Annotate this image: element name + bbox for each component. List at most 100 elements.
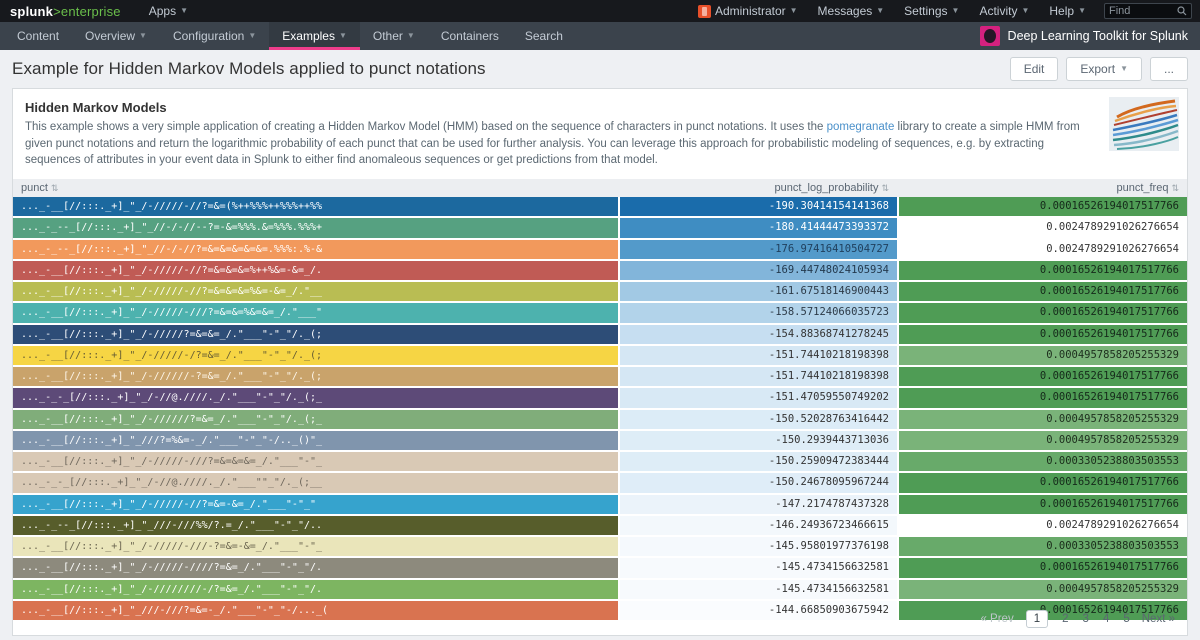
punct-log-probability-cell[interactable]: -145.95801977376198 (620, 537, 897, 558)
nav-item-label: Containers (441, 29, 499, 43)
punct-freq-cell[interactable]: 0.0024789291026276654 (899, 516, 1187, 537)
punct-freq-cell[interactable]: 0.00016526194017517766 (899, 388, 1187, 409)
punct-log-probability-cell[interactable]: -190.30414154141368 (620, 197, 897, 218)
nav-item-other[interactable]: Other▼ (360, 22, 428, 50)
punct-log-probability-cell[interactable]: -161.67518146900443 (620, 282, 897, 303)
punct-log-probability-cell[interactable]: -150.24678095967244 (620, 473, 897, 494)
punct-log-probability-cell[interactable]: -154.88368741278245 (620, 325, 897, 346)
punct-log-probability-cell[interactable]: -145.4734156632581 (620, 580, 897, 601)
punct-cell[interactable]: ..._-__[//:::._+]_"_/-/////-/?=&=_/."___… (13, 346, 618, 367)
settings-menu[interactable]: Settings▼ (894, 0, 969, 22)
find-search-box[interactable] (1104, 3, 1192, 19)
punct-cell[interactable]: ..._-__[//:::._+]_"_///-///?=&=-_/."___"… (13, 601, 618, 622)
punct-log-probability-cell[interactable]: -150.25909472383444 (620, 452, 897, 473)
punct-cell[interactable]: ..._-_--_[//:::._+]_"_//-/-//?=&=&=&=&=&… (13, 240, 618, 261)
punct-cell[interactable]: ..._-__[//:::._+]_"_/-/////-//?=&=(%++%%… (13, 197, 618, 218)
punct-log-probability-cell[interactable]: -147.2174787437328 (620, 495, 897, 516)
nav-item-examples[interactable]: Examples▼ (269, 22, 360, 50)
punct-freq-cell[interactable]: 0.0024789291026276654 (899, 218, 1187, 239)
punct-freq-cell[interactable]: 0.00016526194017517766 (899, 367, 1187, 388)
punct-cell[interactable]: ..._-__[//:::._+]_"_/-//////-?=&=_/."___… (13, 367, 618, 388)
punct-log-probability-cell[interactable]: -145.4734156632581 (620, 558, 897, 579)
apps-menu[interactable]: Apps ▼ (139, 0, 198, 22)
punct-log-probability-cell[interactable]: -169.44748024105934 (620, 261, 897, 282)
more-options-button[interactable]: ... (1150, 57, 1188, 81)
punct-freq-cell[interactable]: 0.00016526194017517766 (899, 473, 1187, 494)
punct-cell[interactable]: ..._-__[//:::._+]_"_/-/////-///-?=&=-&=_… (13, 537, 618, 558)
apps-menu-label: Apps (149, 4, 176, 18)
punct-freq-cell[interactable]: 0.0004957858205255329 (899, 346, 1187, 367)
punct-freq-cell[interactable]: 0.00016526194017517766 (899, 197, 1187, 218)
column-header-punct-freq[interactable]: punct_freq⇅ (897, 179, 1187, 197)
nav-item-overview[interactable]: Overview▼ (72, 22, 160, 50)
pagination-page-2[interactable]: 2 (1062, 613, 1068, 625)
punct-freq-cell[interactable]: 0.0004957858205255329 (899, 431, 1187, 452)
nav-item-search[interactable]: Search (512, 22, 576, 50)
export-button[interactable]: Export▼ (1066, 57, 1142, 81)
administrator-menu[interactable]: Administrator▼ (688, 0, 808, 22)
punct-cell[interactable]: ..._-__[//:::._+]_"_/-/////?=&=&=_/."___… (13, 325, 618, 346)
punct-cell[interactable]: ..._-__[//:::._+]_"_///?=%&=-_/."___"-"_… (13, 431, 618, 452)
punct-log-probability-cell[interactable]: -150.52028763416442 (620, 410, 897, 431)
punct-log-probability-cell[interactable]: -151.47059550749202 (620, 388, 897, 409)
sort-icon: ⇅ (51, 183, 59, 193)
punct-cell[interactable]: ..._-__[//:::._+]_"_/-/////-//?=&=&=&=%+… (13, 261, 618, 282)
splunk-logo[interactable]: splunk>enterprise (10, 4, 121, 19)
table-row: ..._-__[//:::._+]_"_///?=%&=-_/."___"-"_… (13, 431, 1187, 452)
punct-freq-cell[interactable]: 0.00016526194017517766 (899, 325, 1187, 346)
activity-menu[interactable]: Activity▼ (969, 0, 1039, 22)
punct-log-probability-cell[interactable]: -176.97416410504727 (620, 240, 897, 261)
table-row: ..._-__[//:::._+]_"_/-//////-?=&=_/."___… (13, 367, 1187, 388)
punct-cell[interactable]: ..._-__[//:::._+]_"_/-//////?=&=_/."___"… (13, 410, 618, 431)
punct-cell[interactable]: ..._-__[//:::._+]_"_/-/////-///?=&=&=&=_… (13, 452, 618, 473)
punct-cell[interactable]: ..._-__[//:::._+]_"_/-////////-/?=&=_/."… (13, 580, 618, 601)
pagination-page-3[interactable]: 3 (1083, 613, 1089, 625)
table-row: ..._-__[//:::._+]_"_/-/////-//?=&=-&=_/.… (13, 495, 1187, 516)
punct-cell[interactable]: ..._-__[//:::._+]_"_/-/////-////?=&=_/."… (13, 558, 618, 579)
chevron-down-icon: ▼ (407, 32, 415, 40)
pagination-page-5[interactable]: 5 (1123, 613, 1129, 625)
edit-button-label: Edit (1024, 62, 1045, 76)
find-search-input[interactable] (1109, 5, 1177, 17)
nav-item-configuration[interactable]: Configuration▼ (160, 22, 269, 50)
punct-log-probability-cell[interactable]: -158.57124066035723 (620, 303, 897, 324)
punct-freq-cell[interactable]: 0.0024789291026276654 (899, 240, 1187, 261)
punct-cell[interactable]: ..._-_--_[//:::._+]_"_//-/-//--?=-&=%%%.… (13, 218, 618, 239)
punct-freq-cell[interactable]: 0.0004957858205255329 (899, 410, 1187, 431)
pagination-next[interactable]: Next » (1142, 613, 1175, 625)
punct-cell[interactable]: ..._-__[//:::._+]_"_/-/////-//?=&=&=&=%&… (13, 282, 618, 303)
nav-item-label: Content (17, 29, 59, 43)
punct-freq-cell[interactable]: 0.00016526194017517766 (899, 495, 1187, 516)
punct-freq-cell[interactable]: 0.00016526194017517766 (899, 282, 1187, 303)
punct-freq-cell[interactable]: 0.00016526194017517766 (899, 303, 1187, 324)
punct-cell[interactable]: ..._-_-_[//:::._+]_"_/-//@.////._/."___"… (13, 473, 618, 494)
nav-item-containers[interactable]: Containers (428, 22, 512, 50)
punct-freq-cell[interactable]: 0.0003305238803503553 (899, 452, 1187, 473)
punct-log-probability-cell[interactable]: -144.66850903675942 (620, 601, 897, 622)
pagination-page-1[interactable]: 1 (1026, 610, 1048, 628)
pomegranate-link[interactable]: pomegranate (827, 121, 895, 133)
pagination-page-4[interactable]: 4 (1103, 613, 1109, 625)
punct-cell[interactable]: ..._-_--_[//:::._+]_"_///-///%%/?.=_/."_… (13, 516, 618, 537)
punct-freq-cell[interactable]: 0.0003305238803503553 (899, 537, 1187, 558)
help-menu[interactable]: Help▼ (1039, 0, 1096, 22)
messages-menu[interactable]: Messages▼ (808, 0, 895, 22)
punct-cell[interactable]: ..._-_-_[//:::._+]_"_/-//@.////._/."___"… (13, 388, 618, 409)
punct-freq-cell[interactable]: 0.00016526194017517766 (899, 261, 1187, 282)
punct-log-probability-cell[interactable]: -146.24936723466615 (620, 516, 897, 537)
table-row: ..._-_--_[//:::._+]_"_//-/-//?=&=&=&=&=&… (13, 240, 1187, 261)
table-row: ..._-__[//:::._+]_"_/-/////-///-?=&=-&=_… (13, 537, 1187, 558)
punct-log-probability-cell[interactable]: -151.74410218198398 (620, 346, 897, 367)
punct-freq-cell[interactable]: 0.00016526194017517766 (899, 558, 1187, 579)
punct-log-probability-cell[interactable]: -150.2939443713036 (620, 431, 897, 452)
nav-item-content[interactable]: Content (4, 22, 72, 50)
punct-cell[interactable]: ..._-__[//:::._+]_"_/-/////-///?=&=&=%&=… (13, 303, 618, 324)
column-header-punct-log-probability[interactable]: punct_log_probability⇅ (618, 179, 897, 197)
punct-log-probability-cell[interactable]: -151.74410218198398 (620, 367, 897, 388)
punct-log-probability-cell[interactable]: -180.41444473393372 (620, 218, 897, 239)
chevron-down-icon: ▼ (1021, 7, 1029, 15)
edit-button[interactable]: Edit (1010, 57, 1059, 81)
punct-cell[interactable]: ..._-__[//:::._+]_"_/-/////-//?=&=-&=_/.… (13, 495, 618, 516)
column-header-punct[interactable]: punct⇅ (13, 179, 618, 197)
punct-freq-cell[interactable]: 0.0004957858205255329 (899, 580, 1187, 601)
